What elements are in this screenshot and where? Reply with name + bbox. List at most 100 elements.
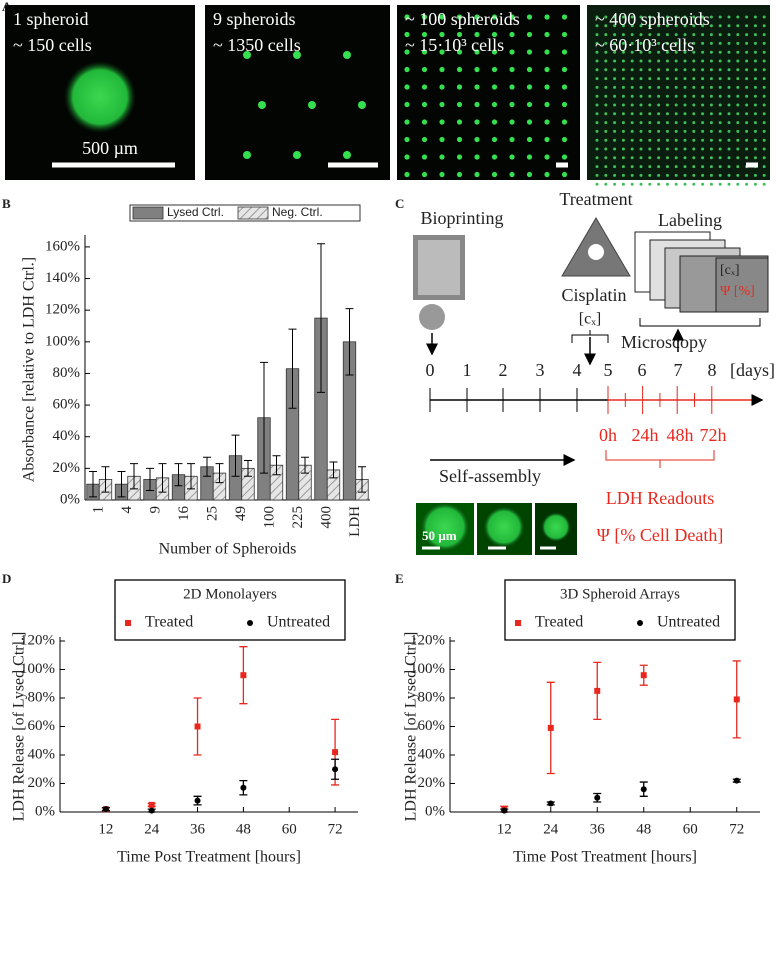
spheroid bbox=[630, 77, 634, 81]
y-tick-label: 0% bbox=[425, 803, 445, 819]
spheroid bbox=[613, 77, 617, 81]
spheroid bbox=[648, 77, 652, 81]
spheroid bbox=[665, 24, 669, 28]
spheroid bbox=[526, 136, 533, 143]
spheroid bbox=[692, 165, 696, 169]
spheroid bbox=[474, 31, 480, 38]
spheroid bbox=[604, 24, 608, 28]
spheroid bbox=[736, 59, 740, 63]
spheroid bbox=[753, 68, 757, 72]
spheroid bbox=[621, 41, 625, 45]
spheroid bbox=[639, 15, 643, 19]
spheroid bbox=[595, 24, 599, 28]
spheroid bbox=[474, 154, 480, 160]
point bbox=[148, 801, 155, 808]
bracket bbox=[639, 318, 761, 327]
spheroid bbox=[745, 59, 749, 63]
spheroid bbox=[665, 77, 669, 81]
spheroid bbox=[727, 68, 731, 72]
spheroid bbox=[604, 68, 608, 72]
spheroid bbox=[736, 15, 740, 19]
spheroid bbox=[665, 103, 669, 107]
spheroid bbox=[604, 103, 608, 107]
error-bar bbox=[117, 471, 126, 498]
x-tick-label: LDH bbox=[347, 506, 363, 537]
spheroid bbox=[604, 77, 608, 81]
spheroid bbox=[762, 94, 766, 98]
x-tick-label: 9 bbox=[148, 506, 164, 514]
point bbox=[501, 807, 508, 814]
spheroid bbox=[595, 85, 599, 89]
spheroid bbox=[526, 119, 533, 125]
error-bar bbox=[317, 243, 325, 393]
spheroid bbox=[701, 15, 705, 19]
spheroid bbox=[595, 68, 599, 72]
spheroid bbox=[544, 66, 550, 73]
spheroid bbox=[665, 68, 669, 72]
spheroid bbox=[762, 182, 766, 186]
spheroid bbox=[639, 77, 643, 81]
spheroid bbox=[657, 182, 661, 186]
y-tick-label: 120% bbox=[410, 632, 445, 648]
spheroid bbox=[753, 85, 757, 89]
spheroid bbox=[421, 119, 428, 125]
spheroid bbox=[604, 121, 608, 125]
spheroid bbox=[709, 68, 713, 72]
spheroid bbox=[595, 94, 599, 98]
spheroid bbox=[604, 50, 608, 54]
spheroid bbox=[674, 182, 678, 186]
spheroid bbox=[727, 15, 731, 19]
legend-label: Treated bbox=[145, 614, 193, 631]
spheroid bbox=[718, 121, 722, 125]
spheroid bbox=[692, 121, 696, 125]
spheroid bbox=[621, 182, 625, 186]
spheroid bbox=[709, 156, 713, 160]
legend-box bbox=[114, 579, 346, 641]
spheroid bbox=[491, 49, 498, 55]
spheroid bbox=[736, 41, 740, 45]
spheroid bbox=[595, 15, 599, 19]
y-axis-label: LDH Release [of Lysed Ctrl.] bbox=[403, 632, 420, 822]
spheroid bbox=[657, 138, 661, 142]
bracket bbox=[605, 450, 715, 468]
readout-label: 48h bbox=[667, 425, 694, 445]
spheroid bbox=[692, 94, 696, 98]
x-tick-label: 25 bbox=[205, 506, 221, 521]
spheroid bbox=[762, 173, 766, 177]
legend-label: Lysed Ctrl. bbox=[167, 205, 224, 219]
legend-label: Neg. Ctrl. bbox=[272, 205, 323, 219]
spheroid bbox=[258, 101, 266, 109]
spheroid bbox=[630, 59, 634, 63]
spheroid bbox=[544, 171, 550, 178]
spheroid bbox=[692, 112, 696, 116]
spheroid bbox=[745, 77, 749, 81]
x-tick-label: 4 bbox=[119, 506, 135, 514]
spheroid bbox=[701, 165, 705, 169]
spheroid bbox=[674, 156, 678, 160]
spheroid bbox=[674, 103, 678, 107]
panel-c: C Bioprinting Treatment Cisplatin [cₓ] L… bbox=[395, 189, 775, 555]
spheroid bbox=[421, 14, 428, 20]
spheroid bbox=[718, 41, 722, 45]
day-label: 0 bbox=[426, 360, 435, 380]
spheroid bbox=[657, 41, 661, 45]
spheroid bbox=[709, 15, 713, 19]
legend-label: Untreated bbox=[267, 614, 330, 631]
spheroid bbox=[683, 129, 687, 133]
spheroid bbox=[613, 68, 617, 72]
spheroid bbox=[639, 182, 643, 186]
spheroid bbox=[509, 49, 515, 55]
x-tick-label: 24 bbox=[543, 821, 559, 837]
spheroid bbox=[630, 121, 634, 125]
spheroid bbox=[648, 121, 652, 125]
spheroid bbox=[753, 156, 757, 160]
x-tick-label: 49 bbox=[233, 506, 249, 521]
spheroid bbox=[439, 171, 445, 178]
death-label: Ψ [%] bbox=[720, 284, 755, 299]
spheroid bbox=[657, 33, 661, 37]
spheroid bbox=[630, 103, 634, 107]
spheroid bbox=[526, 84, 533, 90]
spheroid bbox=[727, 138, 731, 142]
spheroid bbox=[657, 165, 661, 169]
spheroid bbox=[665, 85, 669, 89]
